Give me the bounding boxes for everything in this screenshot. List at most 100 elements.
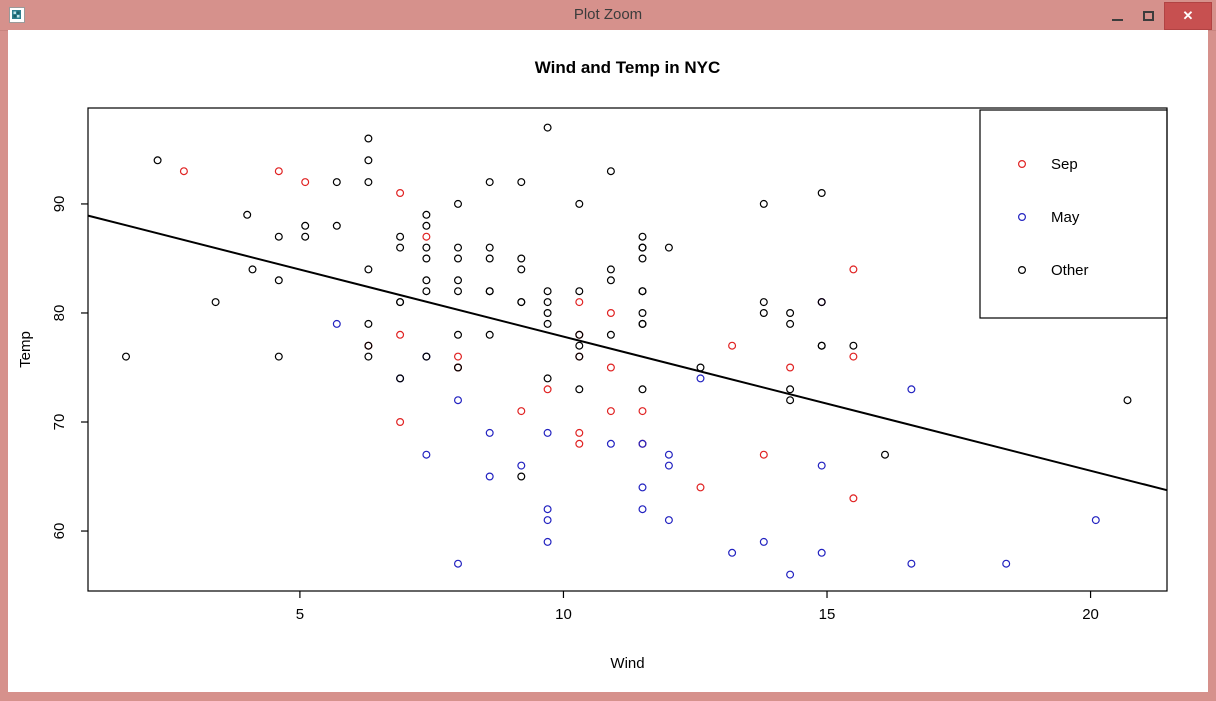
- data-point-sep: [422, 232, 431, 241]
- data-point-other: [575, 287, 584, 296]
- data-point-other: [422, 276, 431, 285]
- data-point-sep: [849, 494, 858, 503]
- plot-box: [87, 107, 1168, 592]
- data-point-other: [485, 243, 494, 252]
- chart-title: Wind and Temp in NYC: [535, 58, 721, 77]
- legend-label-other: Other: [1051, 262, 1089, 279]
- data-point-other: [786, 385, 795, 394]
- data-point-other: [638, 254, 647, 263]
- data-point-may: [485, 472, 494, 481]
- data-point-may: [543, 537, 552, 546]
- close-button[interactable]: ✕: [1164, 1, 1212, 30]
- data-point-other: [422, 210, 431, 219]
- data-point-may: [696, 374, 705, 383]
- data-point-other: [396, 243, 405, 252]
- data-point-sep: [849, 265, 858, 274]
- data-point-other: [575, 385, 584, 394]
- data-point-other: [274, 276, 283, 285]
- minimize-button[interactable]: [1102, 3, 1133, 29]
- data-point-may: [638, 439, 647, 448]
- data-point-may: [332, 319, 341, 328]
- data-point-sep: [759, 450, 768, 459]
- data-point-other: [517, 265, 526, 274]
- data-point-sep: [575, 298, 584, 307]
- data-point-other: [364, 352, 373, 361]
- data-point-other: [454, 330, 463, 339]
- data-point-sep: [454, 352, 463, 361]
- data-point-other: [786, 319, 795, 328]
- plot-app-icon: [9, 7, 25, 23]
- data-point-other: [575, 352, 584, 361]
- plot-panel: 5 10 15 20 60 70 80 90 Wind and Temp in NYC Wind T…: [8, 30, 1208, 692]
- data-point-may: [606, 439, 615, 448]
- minimize-icon: [1112, 19, 1123, 21]
- data-point-other: [274, 352, 283, 361]
- data-point-other: [485, 178, 494, 187]
- data-point-may: [907, 559, 916, 568]
- data-point-other: [638, 243, 647, 252]
- data-point-other: [454, 243, 463, 252]
- data-point-sep: [517, 407, 526, 416]
- data-point-other: [786, 396, 795, 405]
- data-point-sep: [638, 407, 647, 416]
- data-point-other: [606, 167, 615, 176]
- maximize-button[interactable]: [1133, 3, 1164, 29]
- data-point-sep: [396, 189, 405, 198]
- data-point-other: [422, 287, 431, 296]
- data-point-sep: [396, 330, 405, 339]
- data-point-other: [396, 232, 405, 241]
- data-point-other: [396, 374, 405, 383]
- data-point-other: [575, 199, 584, 208]
- window-controls: ✕: [1102, 1, 1212, 30]
- data-point-may: [454, 396, 463, 405]
- data-point-may: [664, 516, 673, 525]
- data-point-may: [422, 450, 431, 459]
- data-point-other: [543, 319, 552, 328]
- data-point-sep: [301, 178, 310, 187]
- data-point-sep: [606, 363, 615, 372]
- y-tick-label: 80: [51, 305, 68, 322]
- data-point-other: [211, 298, 220, 307]
- y-tick-label: 70: [51, 414, 68, 431]
- data-point-other: [575, 330, 584, 339]
- data-point-other: [485, 287, 494, 296]
- data-point-other: [517, 472, 526, 481]
- data-point-may: [485, 428, 494, 437]
- data-point-other: [332, 178, 341, 187]
- data-point-other: [543, 287, 552, 296]
- data-point-other: [454, 199, 463, 208]
- data-point-other: [517, 254, 526, 263]
- data-point-other: [543, 374, 552, 383]
- data-point-other: [364, 134, 373, 143]
- data-point-other: [543, 123, 552, 132]
- data-point-other: [517, 178, 526, 187]
- maximize-icon: [1143, 10, 1154, 21]
- data-point-other: [248, 265, 257, 274]
- x-tick-label: 5: [296, 606, 304, 623]
- data-point-other: [422, 254, 431, 263]
- legend-label-may: May: [1051, 209, 1080, 226]
- window-title: Plot Zoom: [573, 6, 643, 23]
- data-point-other: [880, 450, 889, 459]
- data-point-other: [396, 298, 405, 307]
- data-point-sep: [543, 385, 552, 394]
- data-point-other: [759, 199, 768, 208]
- data-point-may: [664, 461, 673, 470]
- data-point-may: [543, 505, 552, 514]
- data-point-other: [485, 330, 494, 339]
- data-point-other: [301, 221, 310, 230]
- x-tick-label: 15: [819, 606, 836, 623]
- app-icon: [9, 7, 25, 23]
- data-point-may: [664, 450, 673, 459]
- data-point-other: [543, 309, 552, 318]
- data-point-other: [849, 341, 858, 350]
- data-point-other: [638, 287, 647, 296]
- data-point-other: [1123, 396, 1132, 405]
- data-point-other: [422, 352, 431, 361]
- data-point-other: [364, 156, 373, 165]
- data-point-sep: [396, 418, 405, 427]
- data-point-may: [907, 385, 916, 394]
- y-axis-label: Temp: [17, 331, 34, 368]
- title-bar[interactable]: Plot Zoom ✕: [0, 0, 1216, 31]
- legend-box: [979, 109, 1168, 319]
